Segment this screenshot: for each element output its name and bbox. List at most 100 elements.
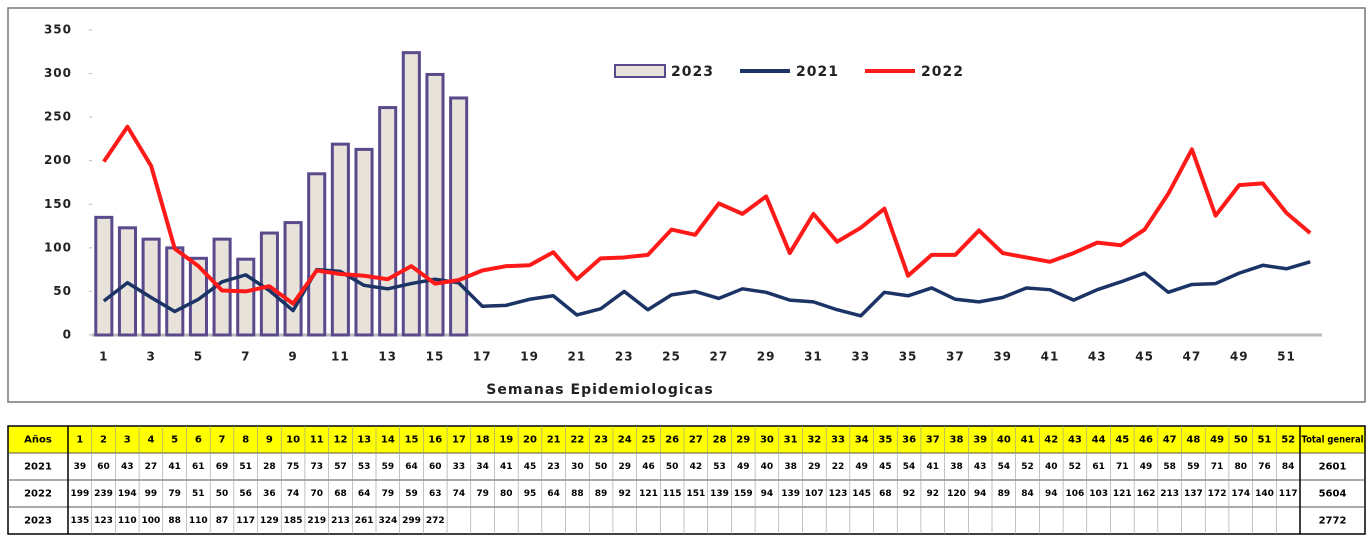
x-tick-label: 43: [1088, 350, 1107, 364]
cell-value: 51: [192, 489, 205, 499]
cell-value: 84: [1282, 462, 1295, 472]
cell-value: 139: [781, 489, 800, 499]
cell-value: 56: [239, 489, 252, 499]
cell-value: 71: [1116, 462, 1129, 472]
row-year: 2022: [24, 489, 52, 500]
week-header: 27: [689, 435, 703, 446]
week-header: 14: [381, 435, 395, 446]
cell-value: 53: [713, 462, 726, 472]
week-header: 21: [547, 435, 561, 446]
week-header: 1: [76, 435, 83, 446]
cell-value: 324: [378, 516, 397, 526]
cell-value: 74: [287, 489, 300, 499]
week-header: 24: [618, 435, 632, 446]
x-tick-label: 25: [662, 350, 681, 364]
cell-value: 94: [1045, 489, 1058, 499]
x-tick-label: 29: [757, 350, 776, 364]
x-tick-label: 37: [946, 350, 965, 364]
cell-value: 261: [355, 516, 374, 526]
legend-label: 2021: [796, 64, 839, 80]
bar: [236, 257, 256, 337]
x-tick-label: 41: [1041, 350, 1060, 364]
cell-value: 59: [382, 462, 395, 472]
cell-value: 219: [307, 516, 326, 526]
bar: [283, 221, 303, 337]
y-tick-label: 0: [63, 328, 72, 342]
x-tick-label: 5: [194, 350, 203, 364]
week-header: 22: [570, 435, 584, 446]
week-header: 41: [1021, 435, 1035, 446]
x-tick-label: 49: [1230, 350, 1249, 364]
cell-value: 39: [74, 462, 87, 472]
cell-value: 110: [118, 516, 137, 526]
bar: [330, 142, 350, 337]
row-total: 2772: [1319, 516, 1347, 527]
cell-value: 68: [879, 489, 892, 499]
cell-value: 84: [1021, 489, 1034, 499]
cell-value: 64: [358, 489, 371, 499]
cell-value: 49: [855, 462, 868, 472]
row-total: 2601: [1319, 462, 1347, 473]
x-tick-label: 3: [146, 350, 155, 364]
cell-value: 79: [382, 489, 395, 499]
x-tick-label: 1: [99, 350, 108, 364]
table-corner: Años: [24, 435, 52, 446]
week-header: 49: [1210, 435, 1224, 446]
week-header: 37: [926, 435, 940, 446]
week-header: 50: [1234, 435, 1248, 446]
cell-value: 51: [239, 462, 252, 472]
week-header: 32: [807, 435, 821, 446]
cell-value: 80: [500, 489, 513, 499]
x-tick-label: 27: [709, 350, 728, 364]
cell-value: 74: [453, 489, 466, 499]
cell-value: 239: [94, 489, 113, 499]
y-tick-label: 150: [44, 197, 72, 211]
legend-swatch: [614, 64, 666, 78]
cell-value: 64: [547, 489, 560, 499]
cell-value: 194: [118, 489, 137, 499]
cell-value: 151: [686, 489, 705, 499]
legend-label: 2023: [671, 64, 714, 80]
y-tick-label: 350: [44, 23, 72, 37]
cell-value: 80: [1235, 462, 1248, 472]
cell-value: 58: [1163, 462, 1176, 472]
cell-value: 89: [998, 489, 1011, 499]
week-header: 2: [100, 435, 107, 446]
cell-value: 34: [476, 462, 489, 472]
cell-value: 49: [1140, 462, 1153, 472]
table-header-bg: [8, 426, 1365, 453]
x-tick-label: 11: [331, 350, 350, 364]
y-tick-label: 300: [44, 66, 72, 80]
week-header: 40: [997, 435, 1011, 446]
cell-value: 107: [805, 489, 824, 499]
cell-value: 28: [263, 462, 276, 472]
week-header: 45: [1115, 435, 1129, 446]
cell-value: 162: [1137, 489, 1156, 499]
cell-value: 59: [405, 489, 418, 499]
cell-value: 87: [216, 516, 229, 526]
week-header: 28: [713, 435, 727, 446]
cell-value: 42: [690, 462, 703, 472]
line: [102, 124, 1312, 306]
cell-value: 115: [663, 489, 682, 499]
cell-value: 30: [571, 462, 584, 472]
cell-value: 69: [216, 462, 229, 472]
x-tick-label: 35: [899, 350, 918, 364]
cell-value: 159: [734, 489, 753, 499]
cell-value: 52: [1069, 462, 1082, 472]
week-header: 36: [902, 435, 916, 446]
table-total-header: Total general: [1302, 435, 1364, 446]
week-header: 25: [642, 435, 656, 446]
x-tick-label: 17: [473, 350, 492, 364]
bar: [165, 246, 185, 337]
week-header: 51: [1258, 435, 1272, 446]
week-header: 33: [831, 435, 845, 446]
x-tick-label: 39: [993, 350, 1012, 364]
week-header: 18: [476, 435, 490, 446]
cell-value: 139: [710, 489, 729, 499]
week-header: 17: [452, 435, 466, 446]
x-axis-title: Semanas Epidemiologicas: [486, 382, 713, 398]
cell-value: 89: [595, 489, 608, 499]
cell-value: 174: [1231, 489, 1250, 499]
